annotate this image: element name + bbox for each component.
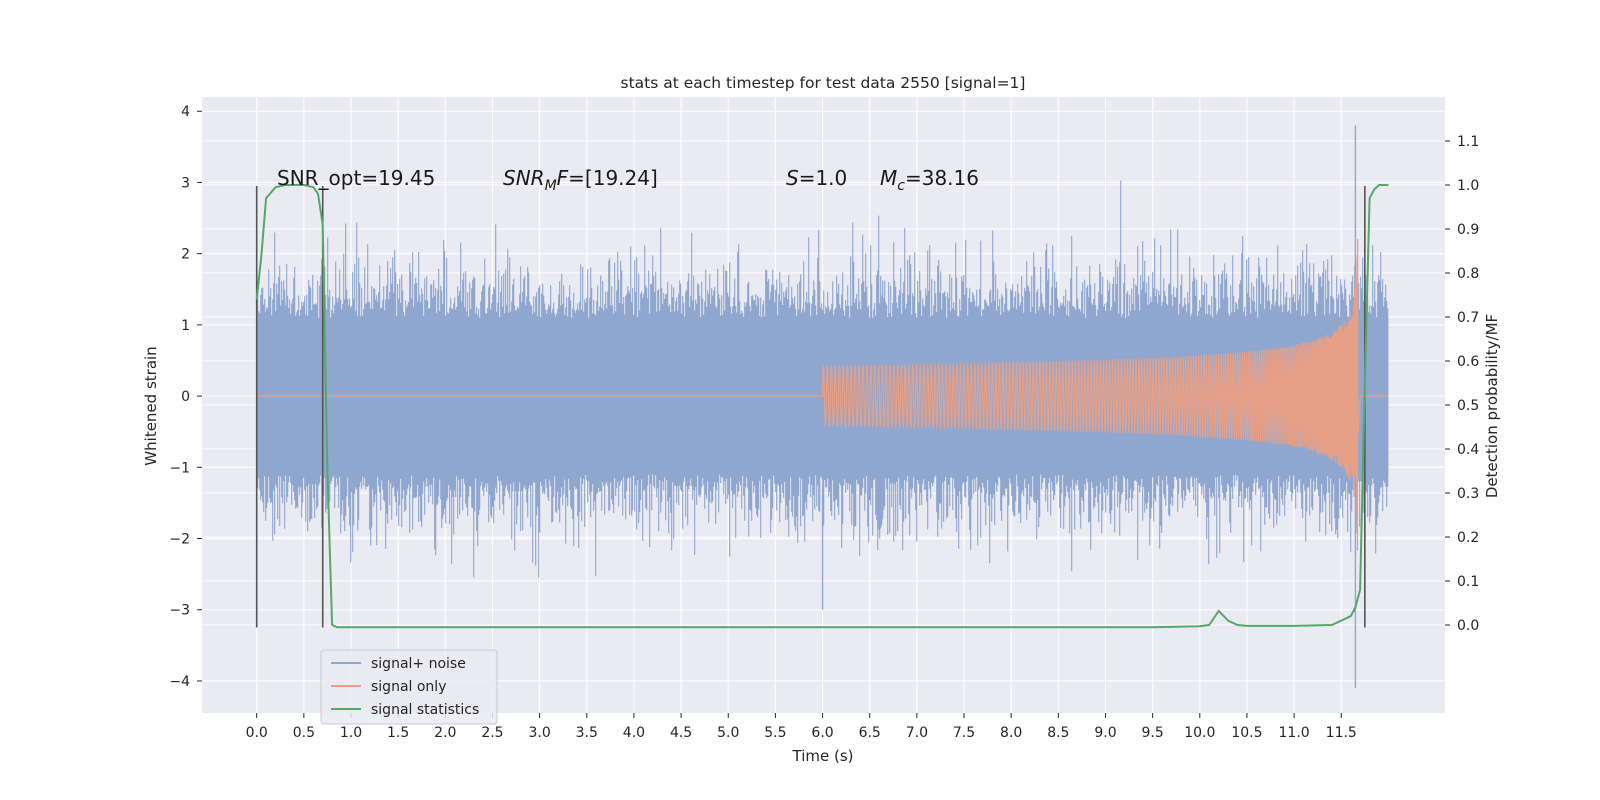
x-tick-label: 6.5 <box>859 725 881 741</box>
x-tick-label: 11.0 <box>1279 725 1310 741</box>
y2-tick-label: 1.1 <box>1457 134 1479 150</box>
x-tick-label: 4.5 <box>670 725 692 741</box>
x-tick-label: 11.5 <box>1326 725 1357 741</box>
annotation-snr-mf: SNRMF=[19.24] <box>503 166 658 194</box>
y-tick-label: 4 <box>181 104 190 120</box>
annotation-snr-opt: SNR_opt=19.45 <box>277 166 435 190</box>
x-tick-label: 2.0 <box>434 725 456 741</box>
y-axis-left: −4 −3 −2 −1 0 1 2 3 4 <box>169 104 202 690</box>
x-tick-label: 9.0 <box>1094 725 1116 741</box>
y-tick-label: −2 <box>169 532 190 548</box>
x-tick-label: 9.5 <box>1142 725 1164 741</box>
legend: signal+ noise signal only signal statist… <box>320 649 498 725</box>
y-tick-label: 2 <box>181 247 190 263</box>
x-tick-label: 10.0 <box>1184 725 1215 741</box>
y2-tick-label: 0.2 <box>1457 530 1479 546</box>
x-tick-label: 2.5 <box>481 725 503 741</box>
signal-statistics-line <box>255 184 1389 629</box>
y-tick-label: −3 <box>169 603 190 619</box>
x-tick-label: 1.5 <box>387 725 409 741</box>
y2-tick-label: 0.4 <box>1457 442 1479 458</box>
x-tick-label: 5.0 <box>717 725 739 741</box>
y-axis-label: Whitened strain <box>142 346 160 465</box>
statistics-series <box>255 184 1389 629</box>
y2-tick-label: 0.7 <box>1457 310 1479 326</box>
x-tick-label: 0.5 <box>293 725 315 741</box>
x-tick-label: 0.0 <box>246 725 268 741</box>
x-axis-label: Time (s) <box>792 747 854 765</box>
x-tick-label: 8.5 <box>1047 725 1069 741</box>
y-tick-label: −4 <box>169 674 190 690</box>
legend-label-signal-only: signal only <box>371 679 446 695</box>
y2-tick-label: 0.0 <box>1457 618 1479 634</box>
annotation-mc: Mc=38.16 <box>880 166 979 194</box>
signal-series <box>256 239 1389 551</box>
x-tick-label: 7.5 <box>953 725 975 741</box>
annotation-s: S=1.0 <box>786 166 847 190</box>
y-axis-right: 0.0 0.1 0.2 0.3 0.4 0.5 0.6 0.7 0.8 0.9 1.0 1.1 <box>1445 134 1479 634</box>
y-tick-label: 3 <box>181 175 190 191</box>
x-tick-label: 3.5 <box>576 725 598 741</box>
x-tick-label: 1.0 <box>340 725 362 741</box>
y2-tick-label: 0.1 <box>1457 574 1479 590</box>
y-tick-label: 0 <box>181 389 190 405</box>
annotations: SNR_opt=19.45 SNRMF=[19.24] S=1.0 Mc=38.… <box>277 166 979 194</box>
y-tick-label: −1 <box>169 460 190 476</box>
x-tick-label: 3.0 <box>528 725 550 741</box>
signal-only-line <box>256 239 1389 551</box>
x-tick-label: 4.0 <box>623 725 645 741</box>
chart-title: stats at each timestep for test data 255… <box>621 74 1026 92</box>
x-tick-label: 7.0 <box>906 725 928 741</box>
x-axis: 0.0 0.5 1.0 1.5 2.0 2.5 3.0 3.5 4.0 4.5 5.0 5.5 6.0 6… <box>246 713 1357 741</box>
legend-label-signal-noise: signal+ noise <box>371 656 466 672</box>
y2-tick-label: 1.0 <box>1457 178 1479 194</box>
x-tick-label: 5.5 <box>764 725 786 741</box>
y2-tick-label: 0.9 <box>1457 222 1479 238</box>
y-tick-label: 1 <box>181 318 190 334</box>
y2-tick-label: 0.3 <box>1457 486 1479 502</box>
x-tick-label: 6.0 <box>811 725 833 741</box>
x-tick-label: 8.0 <box>1000 725 1022 741</box>
y2-tick-label: 0.5 <box>1457 398 1479 414</box>
y2-tick-label: 0.6 <box>1457 354 1479 370</box>
x-tick-label: 10.5 <box>1231 725 1262 741</box>
legend-box <box>320 649 498 725</box>
y2-tick-label: 0.8 <box>1457 266 1479 282</box>
legend-label-signal-statistics: signal statistics <box>371 702 479 718</box>
y2-axis-label: Detection probability/MF <box>1483 314 1501 498</box>
